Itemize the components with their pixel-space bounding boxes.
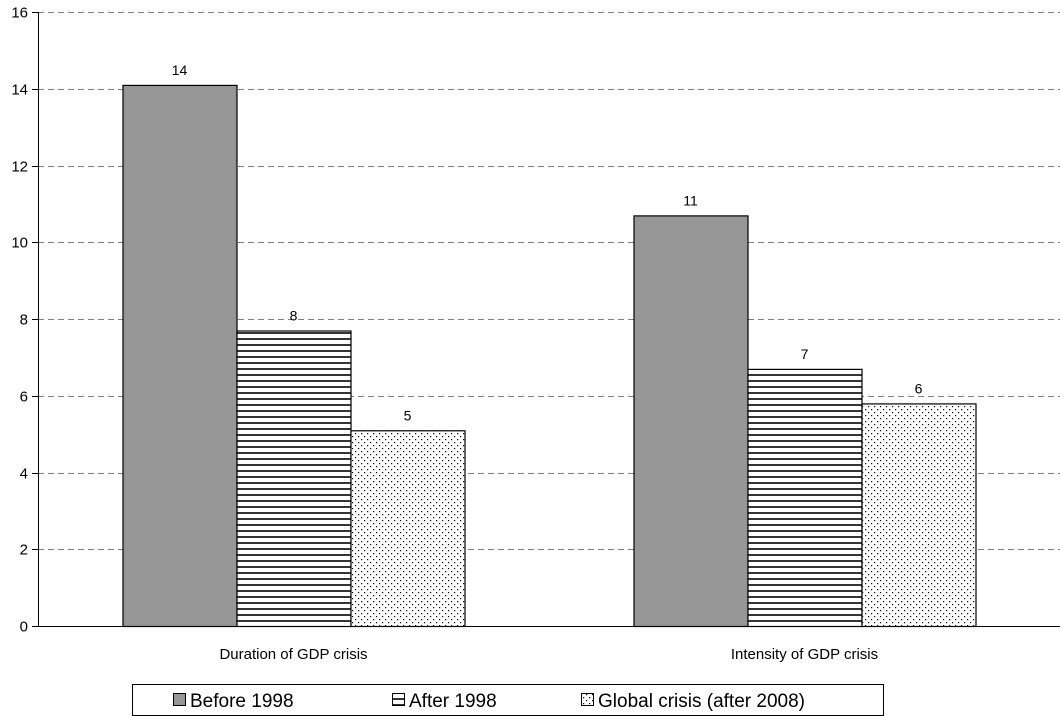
legend-label: Before 1998	[190, 691, 294, 712]
bar-after-1998	[747, 368, 863, 628]
legend-box	[132, 684, 884, 716]
x-category-label: Duration of GDP crisis	[219, 646, 367, 663]
legend: Before 1998 After 1998 Global crisis (afte…	[132, 684, 884, 716]
y-tick-label: 16	[11, 5, 28, 22]
data-label: 8	[290, 308, 298, 324]
data-label: 5	[404, 407, 412, 423]
bars	[122, 84, 977, 628]
bar-global-crisis-after-2008-	[861, 403, 977, 628]
data-label: 7	[801, 346, 809, 362]
y-tick-label: 12	[11, 159, 28, 176]
x-category-label: Intensity of GDP crisis	[731, 646, 878, 663]
data-label: 11	[683, 192, 698, 208]
y-tick-label: 2	[20, 542, 28, 559]
legend-label: Global crisis (after 2008)	[598, 691, 805, 712]
y-tick-label: 8	[20, 312, 28, 329]
bar-after-1998	[236, 330, 352, 628]
data-label: 14	[172, 62, 188, 78]
legend-swatch	[173, 693, 186, 706]
legend-swatch	[581, 693, 594, 706]
y-tick-label: 4	[20, 466, 28, 483]
legend-swatch	[392, 693, 405, 706]
bar-before-1998	[633, 215, 749, 628]
bar-before-1998	[122, 84, 238, 628]
y-tick-label: 0	[20, 619, 28, 636]
y-tick-label: 6	[20, 389, 28, 406]
data-labels: 14 8 5 11 7 6	[172, 62, 923, 423]
data-label: 6	[915, 380, 923, 396]
y-tick-label: 14	[11, 82, 28, 99]
y-tick-label: 10	[11, 235, 28, 252]
bar-global-crisis-after-2008-	[350, 430, 466, 628]
legend-label: After 1998	[409, 691, 497, 712]
